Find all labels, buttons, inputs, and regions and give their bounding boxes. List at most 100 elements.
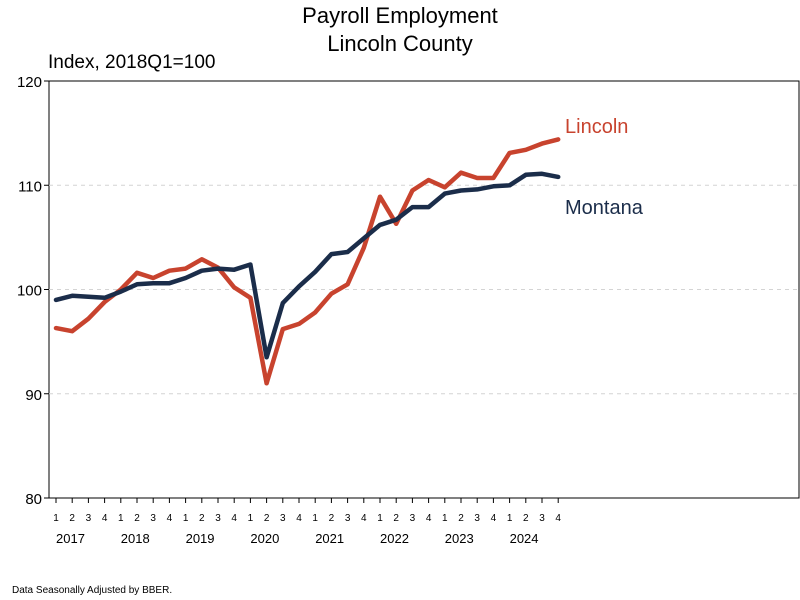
data-point-montana [70, 293, 74, 298]
data-point-montana [475, 187, 480, 192]
data-point-montana [362, 236, 366, 241]
quarter-label: 3 [280, 513, 286, 524]
quarter-label: 4 [361, 513, 367, 524]
data-point-lincoln [167, 268, 172, 273]
year-label: 2022 [380, 531, 409, 546]
data-point-lincoln [524, 148, 528, 152]
year-label: 2021 [315, 531, 344, 546]
data-point-montana [491, 184, 496, 189]
data-point-lincoln [70, 329, 74, 334]
quarter-label: 4 [102, 513, 108, 524]
grid [49, 184, 799, 395]
data-point-lincoln [200, 257, 204, 262]
data-point-montana [443, 191, 447, 196]
data-point-montana [297, 284, 301, 289]
year-label: 2017 [56, 531, 85, 546]
data-point-montana [281, 301, 285, 305]
data-point-lincoln [556, 137, 560, 142]
year-label: 2018 [121, 531, 150, 546]
quarter-label: 2 [523, 513, 529, 524]
year-label: 2019 [186, 531, 215, 546]
quarter-label: 1 [377, 513, 383, 524]
data-point-montana [135, 282, 139, 287]
year-label: 2020 [250, 531, 279, 546]
year-label: 2023 [445, 531, 474, 546]
quarter-label: 3 [539, 513, 545, 524]
quarter-label: 3 [474, 513, 480, 524]
data-point-montana [556, 175, 560, 179]
data-point-lincoln [232, 285, 236, 290]
data-point-montana [119, 289, 123, 294]
data-point-montana [54, 298, 58, 302]
data-point-montana [345, 250, 350, 254]
data-point-lincoln [475, 176, 480, 180]
data-point-lincoln [540, 141, 544, 146]
data-point-montana [540, 171, 544, 176]
y-axis: 80 90 100 110 120 [17, 74, 49, 508]
data-point-montana [507, 183, 512, 188]
y-tick-label: 100 [17, 283, 42, 300]
data-point-lincoln [281, 327, 285, 331]
quarter-label: 3 [345, 513, 351, 524]
data-point-montana [410, 205, 415, 209]
quarter-label: 2 [264, 513, 270, 524]
quarter-label: 1 [312, 513, 318, 524]
data-point-lincoln [264, 381, 269, 386]
data-point-lincoln [426, 178, 431, 182]
data-point-lincoln [248, 296, 253, 300]
year-label: 2024 [510, 531, 539, 546]
data-point-montana [86, 294, 91, 299]
quarter-label: 3 [410, 513, 416, 524]
data-point-lincoln [151, 276, 155, 280]
y-tick-label: 110 [18, 178, 42, 195]
quarter-label: 4 [231, 513, 237, 524]
quarter-label: 4 [296, 513, 302, 524]
data-point-lincoln [86, 316, 91, 321]
quarter-label: 1 [53, 513, 59, 524]
data-point-montana [264, 355, 269, 360]
quarter-label: 2 [134, 513, 140, 524]
data-point-lincoln [507, 151, 512, 155]
quarter-label: 4 [491, 513, 497, 524]
data-point-lincoln [443, 185, 447, 190]
data-point-montana [216, 266, 220, 271]
quarter-label: 4 [555, 513, 561, 524]
legend: Lincoln Montana [565, 116, 644, 219]
chart-title: Payroll Employment [302, 3, 498, 28]
chart-subtitle: Lincoln County [327, 31, 473, 56]
data-point-montana [232, 267, 236, 272]
data-point-lincoln [313, 310, 318, 315]
data-point-montana [394, 217, 399, 222]
data-point-lincoln [410, 188, 415, 193]
quarter-label: 2 [393, 513, 399, 524]
y-tick-label: 80 [25, 491, 42, 508]
data-point-lincoln [183, 266, 188, 271]
data-point-montana [378, 223, 382, 227]
legend-label-montana: Montana [565, 197, 644, 219]
quarter-label: 4 [426, 513, 432, 524]
data-point-montana [459, 188, 463, 193]
data-point-lincoln [297, 322, 301, 326]
quarter-label: 1 [507, 513, 513, 524]
data-point-montana [102, 296, 107, 300]
quarter-label: 2 [329, 513, 335, 524]
legend-label-lincoln: Lincoln [565, 116, 628, 138]
y-tick-label: 120 [17, 74, 42, 91]
data-point-montana [426, 205, 431, 209]
data-point-lincoln [459, 170, 463, 175]
data-point-lincoln [394, 222, 399, 226]
quarter-label: 4 [167, 513, 173, 524]
data-point-montana [183, 276, 188, 280]
y-axis-label: Index, 2018Q1=100 [48, 52, 216, 73]
quarter-label: 2 [199, 513, 205, 524]
data-point-lincoln [378, 194, 382, 199]
y-tick-label: 90 [25, 387, 42, 404]
quarter-label: 2 [458, 513, 464, 524]
data-point-montana [524, 173, 528, 177]
data-point-montana [200, 268, 204, 273]
data-point-lincoln [491, 176, 496, 180]
quarter-label: 1 [118, 513, 124, 524]
quarter-label: 1 [442, 513, 448, 524]
